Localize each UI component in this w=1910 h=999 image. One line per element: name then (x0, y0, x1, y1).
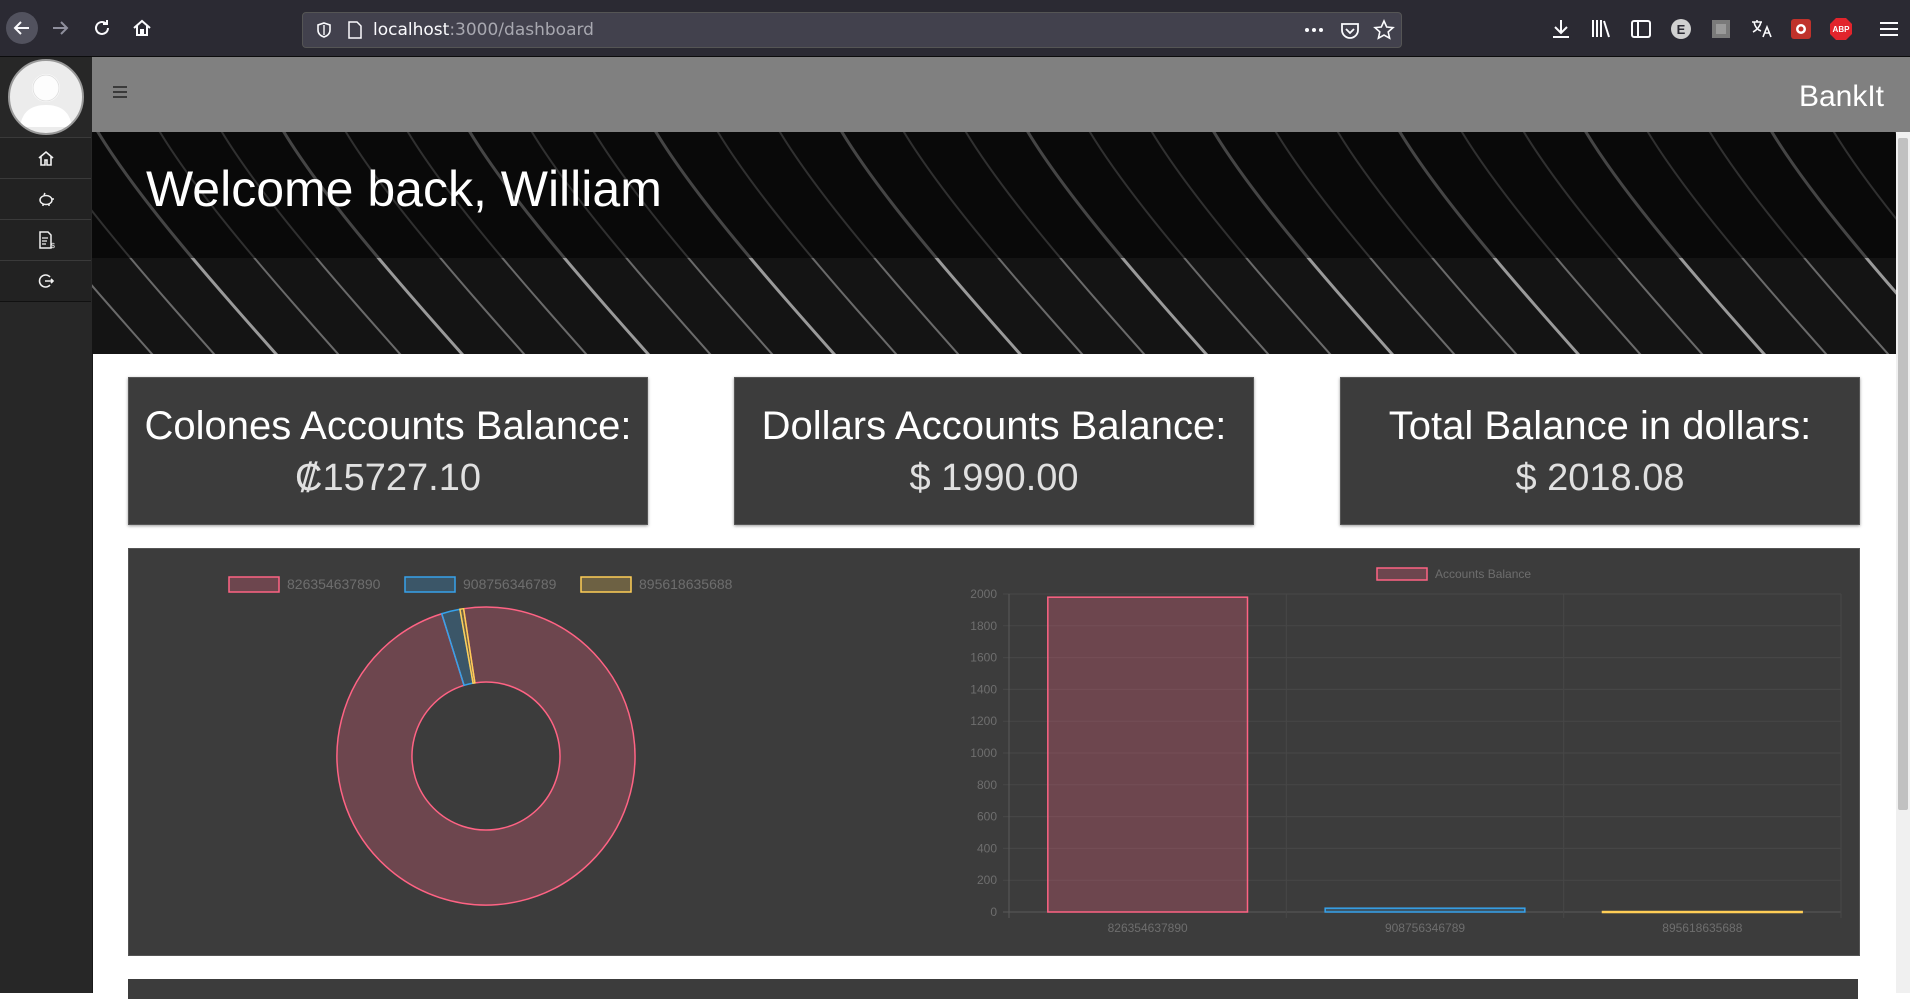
x-tick-label: 895618635688 (1662, 921, 1742, 935)
hamburger-menu-icon[interactable] (1876, 16, 1902, 42)
reload-button[interactable] (86, 12, 118, 44)
y-tick-label: 0 (990, 905, 997, 919)
forward-button[interactable] (44, 12, 76, 44)
colones-balance-card: Colones Accounts Balance: ₡15727.10 (128, 377, 648, 525)
download-icon[interactable] (1548, 16, 1574, 42)
url-bar[interactable]: localhost:3000/dashboard (302, 12, 1402, 48)
accounts-bar-chart[interactable]: Accounts Balance 0 200 400 600 800 1000 1200 140… (829, 549, 1859, 955)
transactions-icon: $ (38, 231, 55, 250)
avatar[interactable] (8, 59, 84, 135)
extension-e-icon[interactable]: E (1668, 16, 1694, 42)
accounts-donut-chart[interactable]: 826354637890 908756346789 895618635688 (129, 549, 829, 955)
y-tick-label: 1200 (970, 714, 997, 728)
bar-legend-swatch[interactable] (1376, 567, 1428, 581)
sidebar-toggle-icon[interactable] (1628, 16, 1654, 42)
y-tick-label: 600 (977, 810, 997, 824)
bar-legend-label[interactable]: Accounts Balance (1435, 567, 1531, 581)
donut-legend-label[interactable]: 895618635688 (639, 576, 733, 592)
y-tick-label: 400 (977, 841, 997, 855)
x-tick-label: 908756346789 (1385, 921, 1465, 935)
y-tick-label: 1400 (970, 682, 997, 696)
browser-toolbar: localhost:3000/dashboard E (0, 0, 1910, 57)
card-title: Dollars Accounts Balance: (761, 404, 1227, 448)
bar[interactable] (1047, 596, 1249, 913)
more-dots-icon[interactable] (1303, 21, 1325, 39)
back-arrow-icon (13, 21, 29, 35)
bookmark-star-icon[interactable] (1373, 19, 1395, 41)
donut-legend-label[interactable]: 826354637890 (287, 576, 381, 592)
dollars-balance-card: Dollars Accounts Balance: $ 1990.00 (734, 377, 1254, 525)
extension-red-icon[interactable] (1788, 16, 1814, 42)
scrollbar-thumb[interactable] (1898, 138, 1908, 810)
y-tick-label: 2000 (970, 587, 997, 601)
page-icon (348, 21, 362, 39)
donut-legend-swatch[interactable] (580, 576, 632, 593)
sidebar: $ (0, 57, 93, 993)
svg-text:ABP: ABP (1833, 25, 1851, 34)
hero-title-band (92, 132, 1896, 258)
app-header: BankIt (92, 57, 1910, 132)
welcome-heading: Welcome back, William (146, 161, 662, 217)
svg-text:$: $ (51, 243, 55, 250)
brand-title[interactable]: BankIt (1798, 80, 1884, 113)
forward-arrow-icon (53, 21, 69, 35)
card-title: Colones Accounts Balance: (144, 404, 632, 448)
menu-toggle-icon[interactable] (112, 85, 128, 99)
y-tick-label: 1600 (970, 651, 997, 665)
donut-legend-swatch[interactable] (404, 576, 456, 593)
url-host: localhost (373, 20, 450, 40)
card-value: ₡15727.10 (295, 457, 481, 499)
hero-banner: Welcome back, William (92, 132, 1896, 354)
pocket-icon[interactable] (1339, 19, 1361, 41)
sidebar-item-accounts[interactable] (0, 178, 91, 220)
bar[interactable] (1601, 910, 1803, 914)
donut-legend-swatch[interactable] (228, 576, 280, 593)
y-tick-label: 1800 (970, 619, 997, 633)
donut-slice[interactable] (459, 607, 476, 685)
shield-icon[interactable] (315, 21, 333, 39)
svg-text:E: E (1677, 22, 1686, 37)
donut-legend-label[interactable]: 908756346789 (463, 576, 557, 592)
url-path: :3000/dashboard (449, 20, 594, 40)
sidebar-item-home[interactable] (0, 137, 91, 179)
piggy-bank-icon (38, 192, 54, 206)
sidebar-item-logout[interactable] (0, 260, 91, 302)
url-text[interactable]: localhost:3000/dashboard (373, 13, 594, 47)
y-tick-label: 800 (977, 778, 997, 792)
user-avatar-icon (20, 74, 72, 127)
adblock-plus-icon[interactable]: ABP (1828, 16, 1854, 42)
x-tick-label: 826354637890 (1108, 921, 1188, 935)
extension-grey-icon[interactable] (1708, 16, 1734, 42)
home-icon (37, 150, 54, 166)
reload-icon (95, 20, 109, 35)
y-tick-label: 1000 (970, 746, 997, 760)
y-tick-label: 200 (977, 873, 997, 887)
browser-home-icon (133, 19, 151, 36)
hero-line (92, 284, 154, 354)
logout-icon (38, 274, 54, 288)
home-button[interactable] (126, 12, 158, 44)
bar[interactable] (1324, 907, 1526, 913)
card-value: $ 2018.08 (1515, 457, 1685, 499)
donut-slice[interactable] (316, 586, 655, 925)
library-icon[interactable] (1588, 16, 1614, 42)
charts-panel: 826354637890 908756346789 895618635688 Acc… (128, 548, 1860, 956)
translate-icon[interactable] (1748, 16, 1774, 42)
total-balance-card: Total Balance in dollars: $ 2018.08 (1340, 377, 1860, 525)
sidebar-item-transactions[interactable]: $ (0, 219, 91, 261)
next-panel (128, 979, 1858, 999)
card-title: Total Balance in dollars: (1388, 404, 1812, 448)
back-button[interactable] (6, 12, 38, 44)
card-value: $ 1990.00 (909, 457, 1079, 499)
